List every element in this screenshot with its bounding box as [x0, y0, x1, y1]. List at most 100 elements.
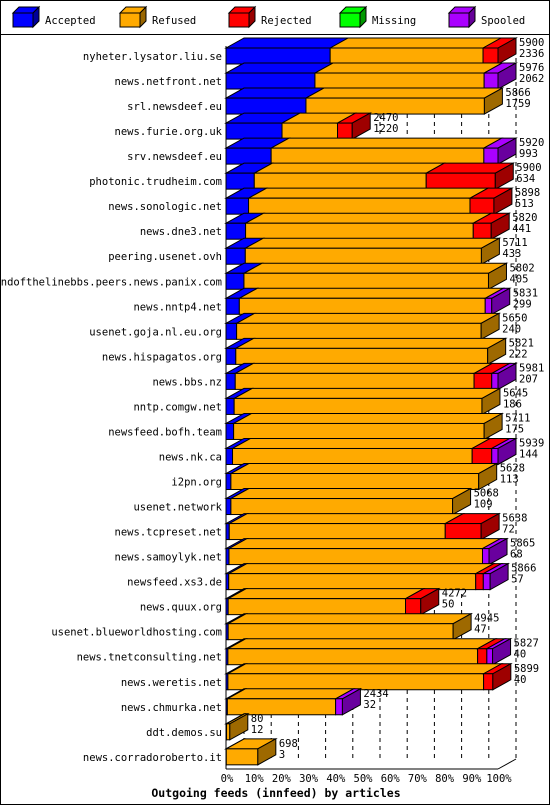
- accepted-value: 72: [502, 524, 515, 536]
- total-value: 5900: [516, 162, 541, 174]
- accepted-value: 2062: [519, 73, 544, 85]
- bar-segment-accepted: [225, 247, 246, 265]
- bar-segment-top: [224, 37, 351, 49]
- bar-segment-accepted: [225, 397, 235, 415]
- accepted-value: 47: [474, 624, 487, 636]
- x-tick-label: 70%: [408, 773, 428, 785]
- accepted-value: 405: [509, 273, 528, 285]
- bar-segment-side: [494, 162, 514, 190]
- bar-segment-top: [234, 312, 502, 324]
- bar-segment-accepted: [225, 347, 237, 365]
- total-value: 5898: [515, 187, 540, 199]
- bar-segment-top: [233, 362, 494, 374]
- accepted-value: 299: [513, 298, 532, 310]
- total-value: 5976: [519, 62, 544, 74]
- bar-segment-refused: [238, 297, 486, 315]
- bar-segment-spooled: [483, 72, 499, 90]
- legend-label: Accepted: [45, 15, 96, 27]
- bar-segment-rejected: [482, 47, 499, 65]
- total-value: 5865: [510, 538, 535, 550]
- bar-segment-side: [489, 562, 509, 591]
- bar-segment-accepted: [225, 322, 238, 340]
- row-label: news.furie.org.uk: [115, 126, 223, 138]
- bar-segment-side: [478, 462, 498, 491]
- bar-segment-side: [452, 487, 472, 516]
- bar-segment-top: [228, 488, 473, 500]
- row-label: nyheter.lysator.liu.se: [83, 51, 222, 63]
- bar-segment-top: [243, 212, 494, 224]
- total-value: 2434: [363, 688, 388, 700]
- row-label: news.tnetconsulting.net: [77, 652, 222, 664]
- bar-segment-refused: [227, 623, 454, 641]
- row-label: news.chmurka.net: [121, 702, 222, 714]
- accepted-value: 68: [510, 549, 523, 561]
- bar-segment-refused: [227, 648, 479, 666]
- legend-swatch: [228, 12, 250, 28]
- bar-segment-top: [226, 613, 474, 625]
- x-tick-label: 40%: [326, 773, 346, 785]
- total-value: 4945: [474, 613, 499, 625]
- x-tick-label: 90%: [462, 773, 482, 785]
- bar-segment-side: [497, 137, 517, 165]
- bar-segment-spooled: [491, 372, 499, 390]
- row-label: news.nk.ca: [159, 451, 222, 463]
- x-tick-label: 0%: [221, 773, 234, 785]
- bar-segment-side: [488, 537, 508, 566]
- total-value: 5628: [500, 463, 525, 475]
- bar-segment-top: [230, 437, 493, 449]
- bar-segment-side: [341, 687, 361, 716]
- bar-segment-accepted: [225, 447, 234, 465]
- bar-segment-rejected: [472, 222, 492, 240]
- row-label: srl.newsdeef.eu: [127, 101, 222, 113]
- accepted-value: 3: [279, 749, 285, 761]
- bar-segment-top: [252, 162, 447, 174]
- bar-segment-side: [351, 112, 371, 140]
- bar-segment-refused: [230, 498, 454, 516]
- bar-segment-rejected: [444, 523, 482, 541]
- bar-segment-accepted: [225, 122, 283, 140]
- bar-segment-refused: [234, 372, 475, 390]
- bar-segment-refused: [225, 748, 259, 766]
- bar-segment-top: [304, 87, 505, 99]
- total-value: 5802: [509, 262, 534, 274]
- total-value: 5711: [502, 237, 527, 249]
- bar-segment-accepted: [225, 498, 232, 516]
- bar-segment-top: [313, 62, 505, 74]
- bar-segment-refused: [226, 698, 337, 716]
- x-tick-label: 100%: [486, 773, 512, 785]
- bar-segment-accepted: [225, 97, 307, 115]
- bar-segment-spooled: [484, 297, 493, 315]
- accepted-value: 513: [515, 198, 534, 210]
- bar-segment-refused: [314, 72, 485, 90]
- bar-segment-spooled: [335, 698, 343, 716]
- bar-segment-top: [243, 237, 502, 249]
- accepted-value: 175: [505, 423, 524, 435]
- total-value: 5650: [502, 312, 527, 324]
- legend-swatch: [339, 12, 361, 28]
- total-value: 5939: [519, 437, 544, 449]
- accepted-value: 113: [500, 474, 519, 486]
- x-tick-label: 30%: [299, 773, 319, 785]
- row-label: usenet.blueworldhosting.com: [51, 627, 222, 639]
- bar-segment-top: [328, 37, 503, 49]
- accepted-value: 12: [251, 724, 264, 736]
- x-tick-label: 60%: [381, 773, 401, 785]
- bar-segment-top: [246, 187, 490, 199]
- bar-segment-rejected: [425, 172, 496, 190]
- bar-segment-refused: [230, 473, 480, 491]
- bar-segment-top: [231, 412, 505, 424]
- bar-segment-top: [227, 513, 466, 525]
- bar-segment-refused: [227, 673, 485, 691]
- total-value: 5920: [519, 137, 544, 149]
